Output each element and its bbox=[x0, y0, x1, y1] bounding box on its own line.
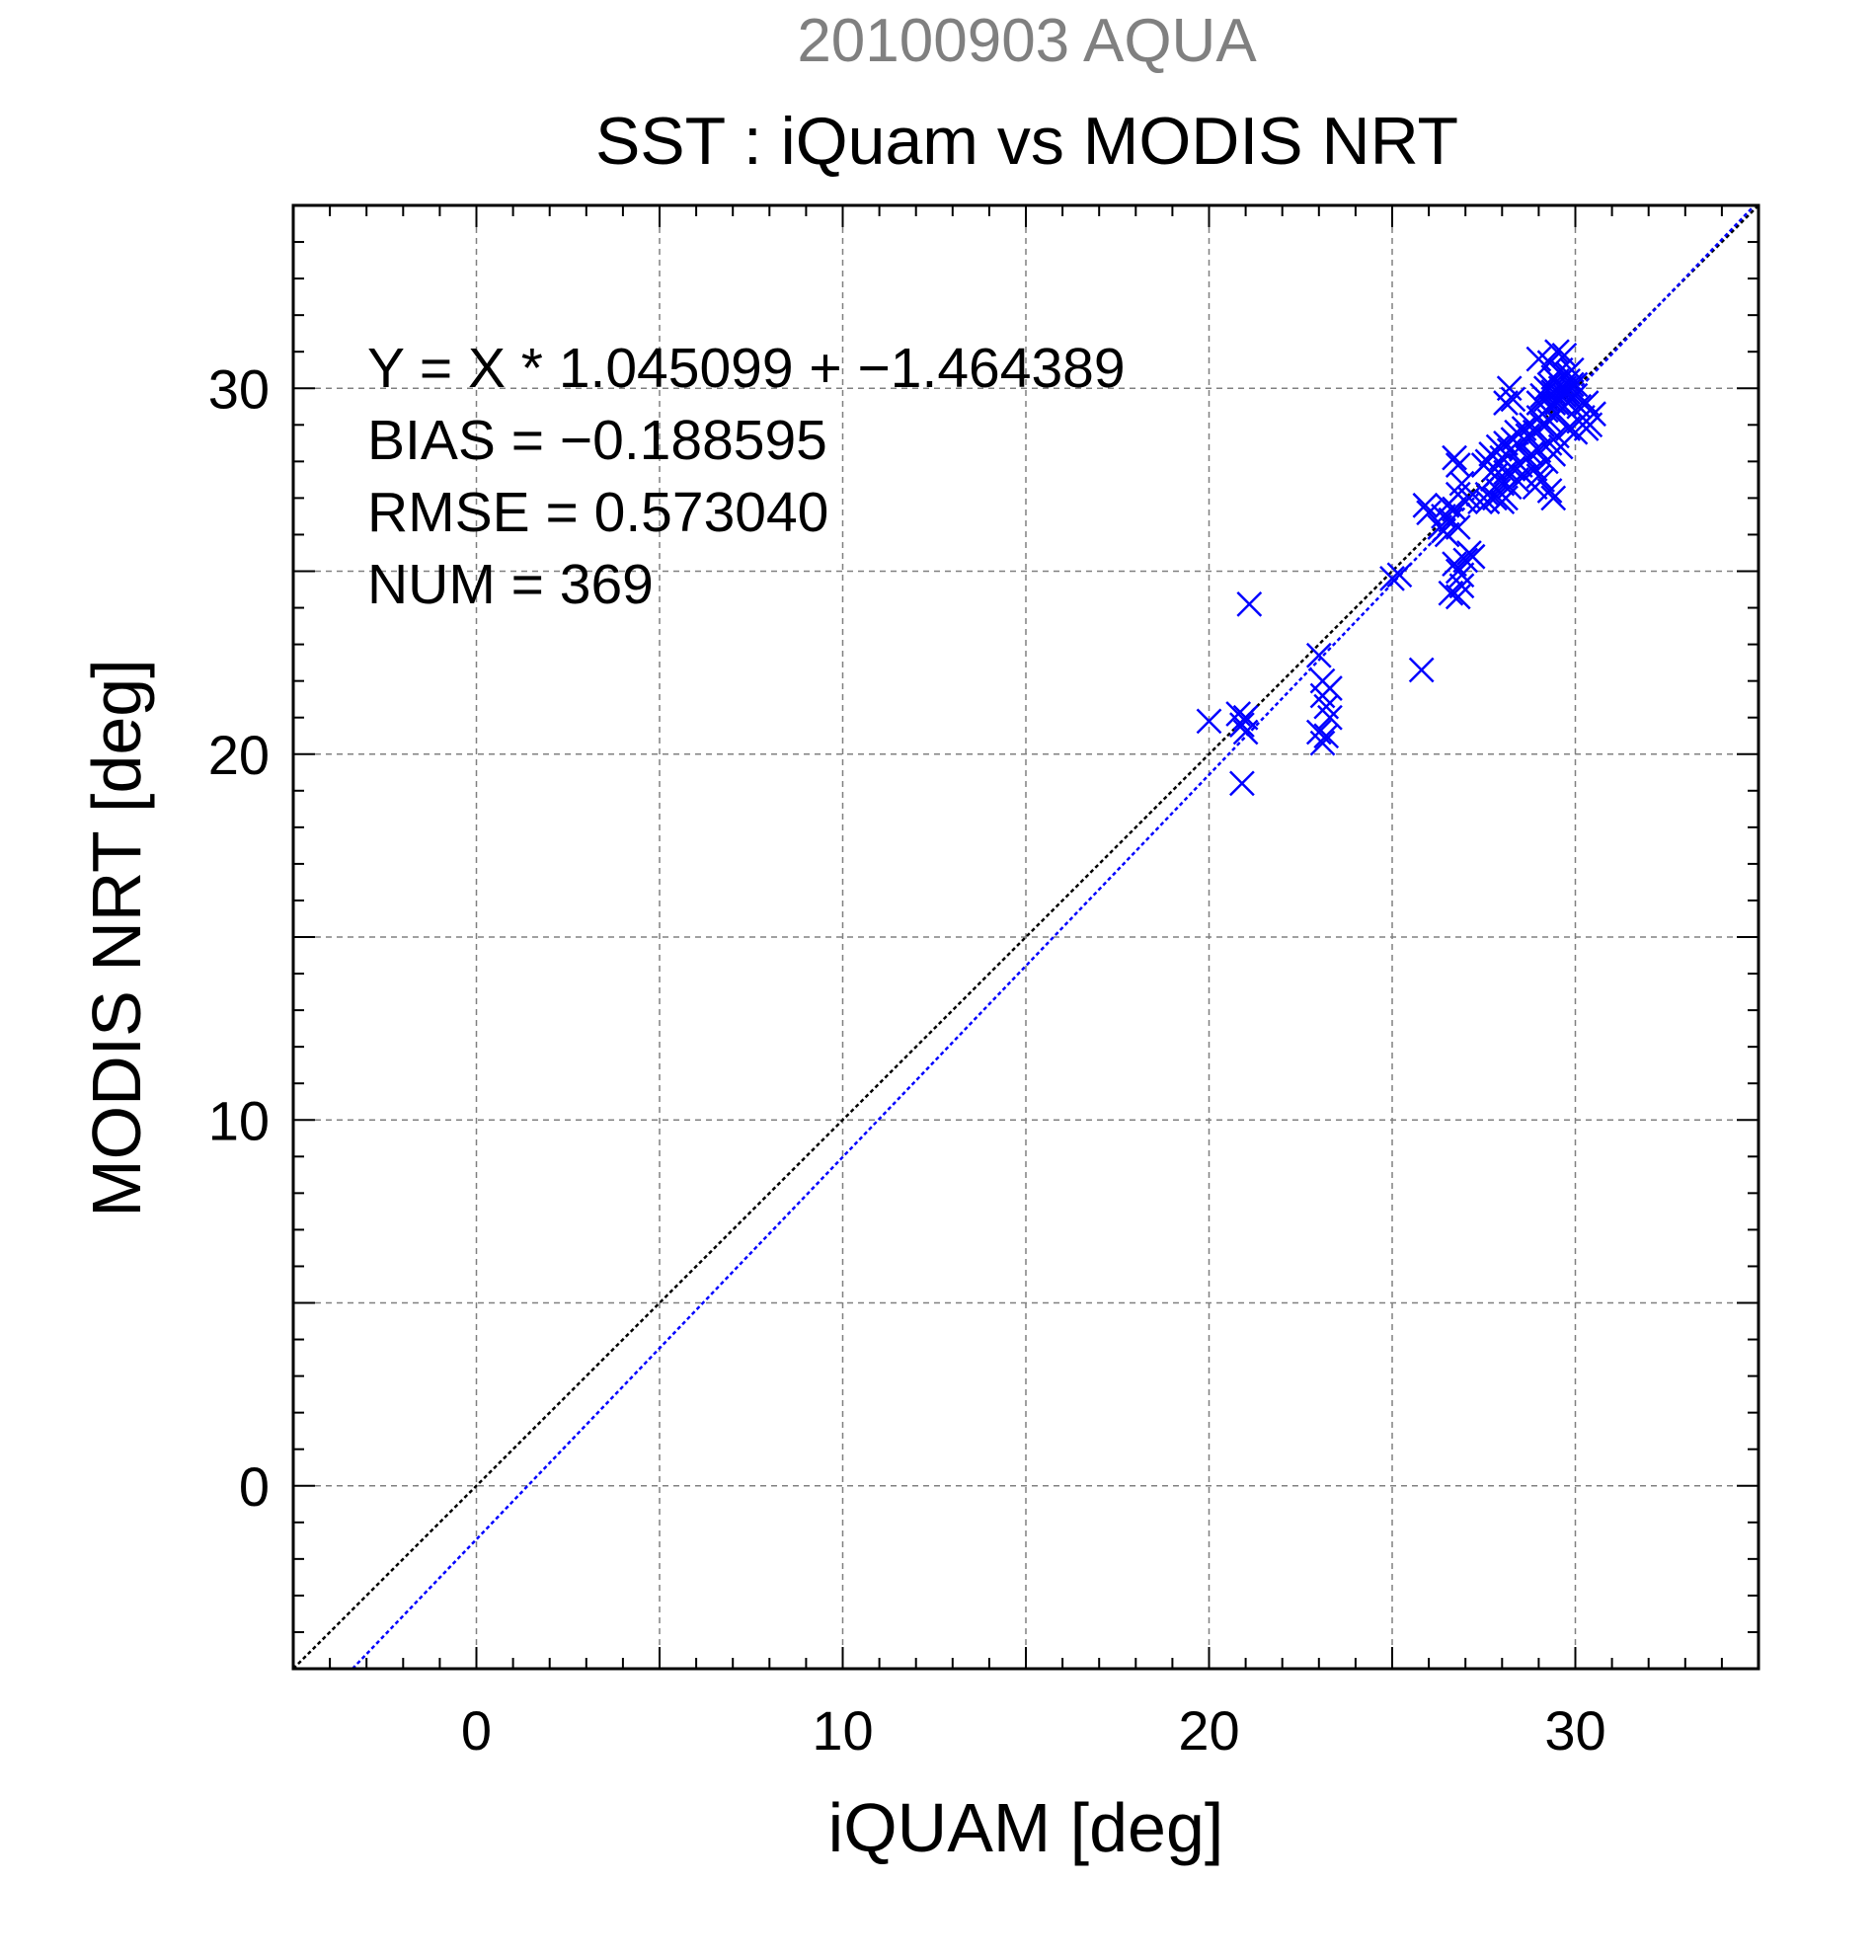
y-tick-label: 20 bbox=[208, 724, 270, 786]
x-tick-labels: 0 10 20 30 bbox=[461, 1699, 1606, 1762]
data-point bbox=[1555, 416, 1581, 441]
y-tick-label: 10 bbox=[208, 1089, 270, 1151]
data-point bbox=[1555, 367, 1581, 394]
data-point bbox=[1386, 562, 1413, 588]
data-point bbox=[1562, 371, 1589, 398]
data-point bbox=[1317, 675, 1343, 701]
x-tick-label: 10 bbox=[812, 1699, 873, 1762]
y-tick-label: 0 bbox=[239, 1455, 270, 1518]
plot-frame bbox=[291, 203, 1760, 1671]
y-tick-label: 30 bbox=[208, 357, 270, 420]
data-point bbox=[1229, 770, 1255, 797]
x-tick-label: 30 bbox=[1544, 1699, 1605, 1762]
data-point bbox=[1525, 437, 1552, 464]
statistics-annotations: Y = X * 1.045099 + −1.464389 BIAS = −0.18… bbox=[367, 337, 1126, 616]
data-point bbox=[1493, 390, 1519, 416]
data-point bbox=[1448, 573, 1475, 599]
data-point bbox=[1431, 517, 1456, 544]
data-point bbox=[1544, 339, 1570, 365]
chart-supertitle: 20100903 AQUA bbox=[797, 7, 1257, 75]
data-point bbox=[1305, 642, 1332, 668]
y-tick-labels: 0 10 20 30 bbox=[208, 357, 270, 1518]
data-point bbox=[1412, 492, 1439, 518]
data-point bbox=[1408, 657, 1435, 683]
x-tick-label: 20 bbox=[1178, 1699, 1239, 1762]
data-point bbox=[1459, 543, 1486, 570]
data-point bbox=[1525, 390, 1552, 416]
stat-annotation: NUM = 369 bbox=[367, 553, 654, 616]
data-point bbox=[1438, 580, 1464, 606]
stat-annotation: BIAS = −0.188595 bbox=[367, 409, 827, 472]
data-point bbox=[1536, 478, 1563, 504]
data-point bbox=[1493, 485, 1519, 511]
x-axis-label: iQUAM [deg] bbox=[828, 1789, 1224, 1866]
data-point bbox=[1504, 466, 1530, 493]
data-point bbox=[1500, 386, 1526, 413]
data-point bbox=[1196, 708, 1222, 735]
data-point bbox=[1232, 719, 1259, 745]
data-point bbox=[1519, 441, 1544, 467]
data-point bbox=[1532, 386, 1559, 413]
data-point bbox=[1236, 590, 1263, 617]
data-point bbox=[1379, 566, 1405, 591]
data-point bbox=[1551, 343, 1578, 368]
data-points bbox=[1196, 339, 1606, 797]
data-point bbox=[1229, 712, 1255, 738]
y-axis-label: MODIS NRT [deg] bbox=[78, 659, 155, 1216]
stat-annotation: RMSE = 0.573040 bbox=[367, 481, 828, 544]
data-point bbox=[1452, 547, 1479, 574]
chart-title: SST : iQuam vs MODIS NRT bbox=[595, 104, 1458, 179]
x-tick-label: 0 bbox=[461, 1699, 492, 1762]
data-point bbox=[1445, 514, 1471, 540]
data-point bbox=[1529, 412, 1555, 438]
stat-annotation: Y = X * 1.045099 + −1.464389 bbox=[367, 337, 1126, 400]
data-point bbox=[1525, 463, 1552, 490]
data-point bbox=[1448, 562, 1475, 588]
data-point bbox=[1540, 485, 1567, 511]
data-point bbox=[1442, 444, 1467, 471]
data-point bbox=[1416, 500, 1442, 526]
grid-lines bbox=[293, 205, 1759, 1669]
data-point bbox=[1481, 485, 1508, 511]
data-point bbox=[1317, 704, 1343, 731]
data-point bbox=[1309, 730, 1336, 756]
